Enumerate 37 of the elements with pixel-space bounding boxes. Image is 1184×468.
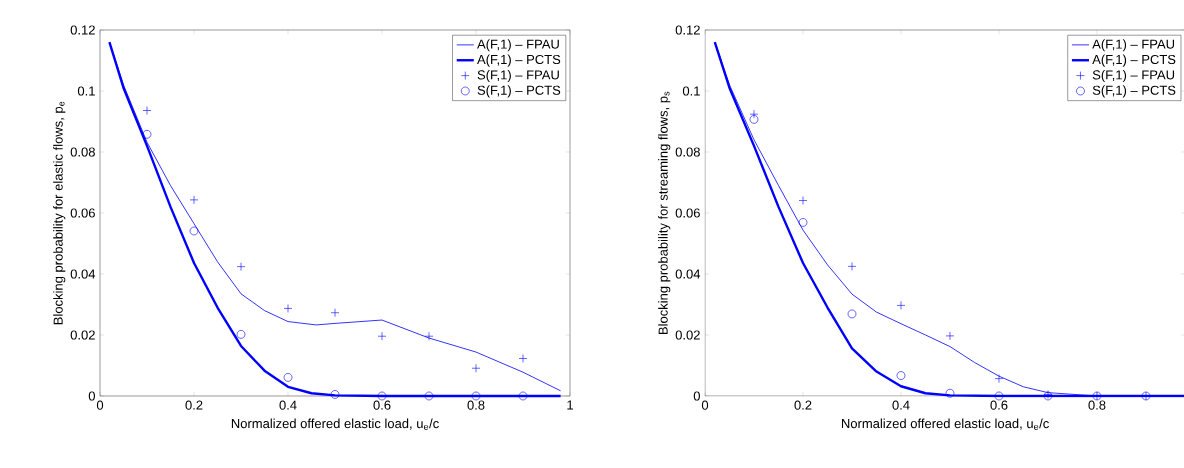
legend-label: S(F,1) – FPAU: [477, 69, 559, 83]
x-tick-label: 0.6: [990, 400, 1008, 410]
x-tick-label: 0.4: [892, 400, 910, 410]
y-tick-label: 0.02: [70, 330, 95, 340]
x-tick-label: 0.8: [1088, 400, 1106, 410]
legend-label: A(F,1) – PCTS: [477, 54, 561, 67]
y-tick-label: 0.04: [70, 269, 96, 279]
x-tick-label: 0.2: [794, 400, 812, 410]
y-tick-label: 0: [693, 391, 700, 401]
legend-label: S(F,1) – PCTS: [1092, 85, 1176, 98]
y-tick-label: 0.08: [675, 147, 700, 157]
y-axis-title: Blocking probability for streaming flows, p$_{s}$: [658, 91, 671, 335]
y-tick-label: 0.08: [70, 147, 95, 157]
y-tick-label: 0.1: [682, 86, 700, 96]
y-tick-label: 0.06: [70, 208, 95, 218]
x-tick-label: 0.8: [467, 400, 485, 410]
x-tick-label: 0: [701, 400, 709, 410]
legend-label: A(F,1) – FPAU: [477, 39, 559, 52]
legend-label: S(F,1) – FPAU: [1092, 69, 1175, 83]
x-axis-title: Normalized offered elastic load, u$_{e}$/c: [841, 418, 1049, 430]
y-tick-label: 0.02: [675, 330, 700, 340]
x-tick-label: 0: [96, 400, 104, 410]
y-tick-label: 0: [88, 391, 95, 401]
y-tick-label: 0.1: [77, 86, 95, 96]
x-tick-label: 1: [567, 400, 573, 410]
y-tick-label: 0.04: [675, 269, 701, 279]
x-tick-label: 0.6: [373, 400, 391, 410]
y-tick-label: 0.12: [675, 25, 700, 35]
y-tick-label: 0.12: [70, 25, 95, 35]
y-tick-label: 0.06: [675, 208, 700, 218]
x-tick-label: 0.4: [279, 400, 297, 410]
y-axis-title: Blocking probability for elastic flows, p$_{e}$: [53, 101, 66, 325]
x-axis-title: Normalized offered elastic load, u$_{e}$/c: [231, 418, 439, 430]
legend-label: A(F,1) – PCTS: [1092, 54, 1176, 67]
legend-label: S(F,1) – PCTS: [477, 85, 561, 98]
x-tick-label: 0.2: [185, 400, 203, 410]
legend-label: A(F,1) – FPAU: [1092, 39, 1175, 52]
